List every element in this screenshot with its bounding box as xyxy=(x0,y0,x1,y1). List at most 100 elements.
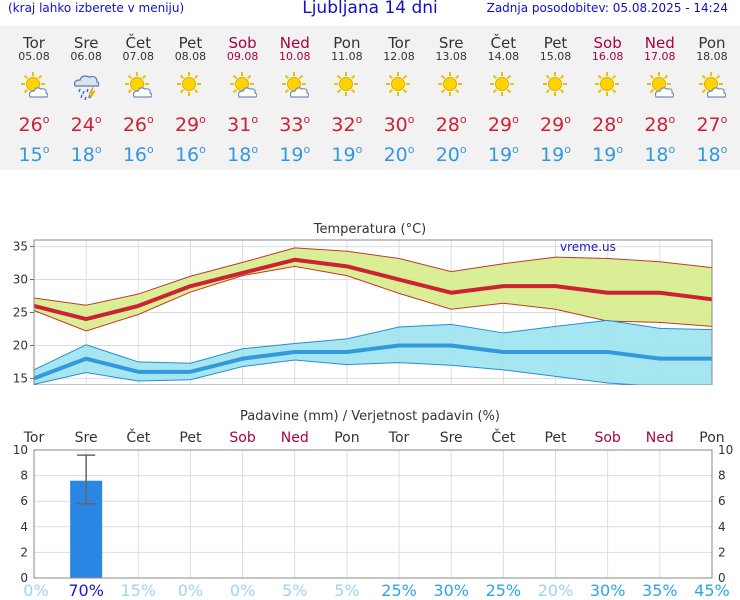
rain-probability: 0% xyxy=(178,581,203,600)
temp-min: 19o xyxy=(540,143,571,166)
y-tick-label-right: 8 xyxy=(718,469,726,483)
data-point xyxy=(555,285,556,287)
temp-min: 18o xyxy=(696,143,728,166)
day-date: 12.08 xyxy=(383,50,415,63)
temp-min: 18o xyxy=(644,143,676,166)
temperature-chart: Temperatura (°C) 15 20 25 30 35 vreme.us xyxy=(13,222,713,385)
day-date: 17.08 xyxy=(644,50,676,63)
plot-area xyxy=(33,449,713,579)
y-tick-label: 6 xyxy=(20,494,28,508)
x-tick-label: Čet xyxy=(491,428,515,446)
y-tick-label: 10 xyxy=(13,443,28,457)
rain-probability: 5% xyxy=(282,581,307,600)
y-tick-label-right: 4 xyxy=(718,520,726,534)
sun-partly-cloudy-icon xyxy=(21,72,48,98)
rain-probability: 30% xyxy=(433,581,469,600)
day-column: Tor 12.08 30o 20o xyxy=(373,26,425,170)
data-point xyxy=(242,358,244,360)
data-point xyxy=(502,351,504,353)
range-band xyxy=(34,247,712,331)
day-column: Sob 09.08 31o 18o xyxy=(217,26,269,170)
y-tick-label: 15 xyxy=(13,371,28,385)
x-tick-label: Tor xyxy=(23,430,45,446)
sun-partly-cloudy-icon xyxy=(125,72,153,98)
sun-partly-cloudy-icon xyxy=(229,72,257,98)
temp-max: 33o xyxy=(279,113,311,136)
last-updated: Zadnja posodobitev: 05.08.2025 - 14:24 xyxy=(486,1,728,15)
sun-icon xyxy=(177,72,202,96)
temp-min: 15o xyxy=(18,143,50,166)
temp-min: 16o xyxy=(122,143,154,166)
data-point xyxy=(189,371,191,373)
day-date: 06.08 xyxy=(70,50,102,63)
day-date: 05.08 xyxy=(18,50,50,63)
temp-max: 30o xyxy=(383,113,415,136)
y-tick-label: 25 xyxy=(13,306,28,320)
day-column: Sre 13.08 28o 20o xyxy=(425,26,477,170)
temp-min: 16o xyxy=(174,143,206,166)
day-date: 15.08 xyxy=(539,50,572,63)
day-column: Čet 07.08 26o 16o xyxy=(112,26,164,170)
rain-probability: 20% xyxy=(538,581,574,600)
day-name: Čet xyxy=(490,34,517,52)
temp-min: 18o xyxy=(227,143,259,166)
y-tick-label: 30 xyxy=(13,273,28,287)
y-tick-label: 35 xyxy=(13,240,28,254)
day-date: 18.08 xyxy=(696,50,728,63)
temp-max: 28o xyxy=(435,113,467,136)
plot-frame xyxy=(33,239,713,385)
data-point xyxy=(242,272,244,274)
x-tick-label: Pet xyxy=(544,430,567,446)
range-band-edge xyxy=(33,359,712,385)
sun-icon xyxy=(594,72,619,96)
rain-probability: 0% xyxy=(23,581,48,600)
precipitation-chart: Padavine (mm) / Verjetnost padavin (%) To… xyxy=(13,409,734,600)
sun-icon xyxy=(542,72,567,96)
day-date: 09.08 xyxy=(226,50,259,63)
day-date: 07.08 xyxy=(122,50,155,63)
day-name: Sob xyxy=(228,34,257,52)
y-tick-label-right: 10 xyxy=(718,443,733,457)
temp-max: 27o xyxy=(696,113,728,136)
day-name: Pon xyxy=(333,34,361,52)
data-point xyxy=(346,265,348,267)
day-name: Pet xyxy=(543,34,568,52)
temp-min: 19o xyxy=(279,143,311,166)
sun-icon xyxy=(386,72,411,96)
temp-min: 19o xyxy=(487,143,519,166)
data-point xyxy=(607,351,609,353)
day-column: Pet 15.08 29o 19o xyxy=(530,26,582,170)
data-point xyxy=(607,292,609,294)
sun-icon xyxy=(490,72,515,96)
location-hint: (kraj lahko izberete v meniju) xyxy=(8,1,185,15)
temp-max: 28o xyxy=(644,113,676,136)
day-name: Sob xyxy=(593,34,622,52)
temp-min: 18o xyxy=(70,143,102,166)
day-column: Pon 18.08 27o 18o xyxy=(686,26,738,170)
day-name: Pet xyxy=(178,34,203,52)
temp-max: 31o xyxy=(227,113,259,136)
data-point xyxy=(659,292,661,294)
x-tick-label: Pon xyxy=(334,430,359,446)
x-tick-label: Tor xyxy=(388,430,410,446)
temp-max: 26o xyxy=(18,113,50,136)
x-tick-label: Pet xyxy=(179,430,202,446)
series-line xyxy=(33,257,713,322)
temp-min: 20o xyxy=(435,143,467,166)
rain-probability: 15% xyxy=(121,581,157,600)
sun-partly-cloudy-icon xyxy=(281,72,309,98)
data-point xyxy=(85,318,87,320)
data-point xyxy=(346,351,348,353)
range-band-edge xyxy=(33,247,713,306)
x-tick-label: Čet xyxy=(126,428,150,446)
data-point xyxy=(85,358,87,360)
data-point xyxy=(450,344,452,346)
sun-partly-cloudy-icon xyxy=(698,72,726,98)
rain-probability: 25% xyxy=(381,581,417,600)
day-name: Ned xyxy=(279,34,310,52)
sun-icon xyxy=(333,72,358,96)
data-point xyxy=(450,292,452,294)
data-point xyxy=(189,285,191,287)
day-column: Ned 10.08 33o 19o xyxy=(269,26,321,170)
data-point xyxy=(555,351,556,353)
